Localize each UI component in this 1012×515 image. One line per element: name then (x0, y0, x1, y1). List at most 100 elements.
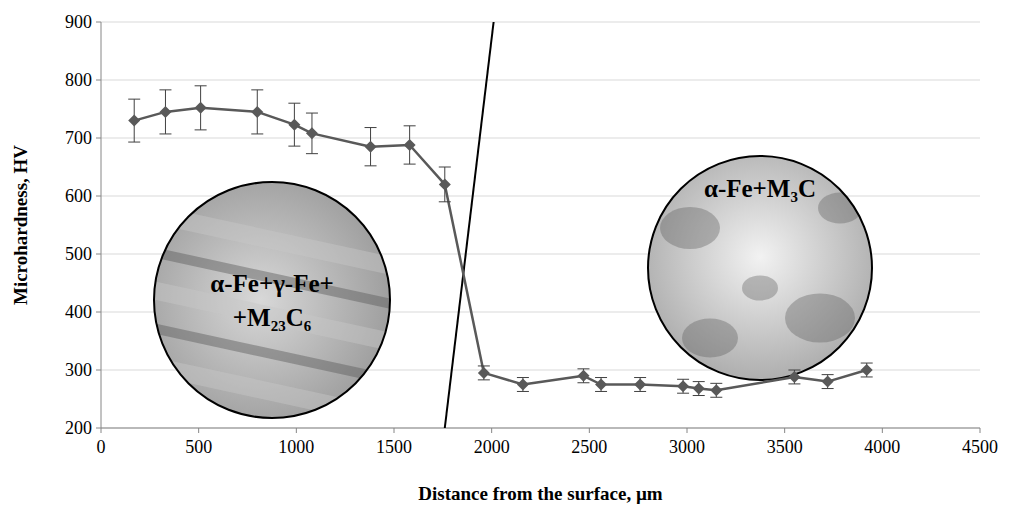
y-tick (96, 312, 101, 313)
grid-line (101, 428, 980, 429)
x-tick (589, 428, 590, 433)
x-tick-label: 2000 (474, 437, 510, 457)
error-bar (404, 126, 416, 164)
x-tick (784, 428, 785, 433)
x-tick-label: 3500 (767, 437, 803, 457)
error-bar (478, 366, 490, 380)
inset-border (154, 182, 390, 418)
data-point (822, 376, 834, 388)
grid-line (101, 138, 980, 139)
data-point (693, 383, 705, 395)
x-tick-label: 0 (97, 437, 106, 457)
y-tick-label: 600 (65, 186, 92, 206)
x-tick (491, 428, 492, 433)
x-tick (980, 428, 981, 433)
x-tick (198, 428, 199, 433)
error-bar (822, 375, 834, 389)
data-point (128, 115, 140, 127)
data-point (788, 371, 800, 383)
y-tick (96, 254, 101, 255)
chart: 200 300 400 500 600 700 800 900 0 500 1000 1500 2000… (0, 0, 1012, 515)
error-bar (517, 378, 529, 392)
data-point (710, 384, 722, 396)
error-bar (195, 86, 207, 130)
data-point (517, 379, 529, 391)
inset-background (648, 156, 872, 380)
inset-label: α-Fe+γ-Fe+ (210, 270, 334, 297)
x-axis (101, 428, 980, 429)
inset-label: α-Fe+M₃C (704, 175, 816, 202)
x-tick-label: 1500 (376, 437, 412, 457)
y-tick-label: 800 (65, 70, 92, 90)
data-point (595, 379, 607, 391)
data-point (478, 367, 490, 379)
data-point (634, 379, 646, 391)
y-tick (96, 80, 101, 81)
error-bar (128, 99, 140, 142)
micrograph-inset: α-Fe+M₃C (648, 156, 872, 380)
error-bar (677, 379, 689, 393)
y-tick-label: 500 (65, 244, 92, 264)
grid-line (101, 22, 980, 23)
error-bar (788, 370, 800, 384)
x-tick (101, 428, 102, 433)
data-point (861, 364, 873, 376)
error-bar (577, 369, 589, 383)
x-tick-label: 3000 (669, 437, 705, 457)
texture-band (134, 362, 410, 422)
inset-texture (134, 210, 410, 460)
micrograph-inset: α-Fe+γ-Fe+ +M₂₃C₆ (134, 182, 410, 460)
x-tick-label: 1000 (278, 437, 314, 457)
data-point (365, 141, 377, 153)
y-tick (96, 370, 101, 371)
error-bar (595, 378, 607, 392)
x-tick (882, 428, 883, 433)
y-axis-title: Microhardness, HV (10, 145, 31, 305)
error-bar (365, 128, 377, 166)
texture-band (134, 400, 410, 460)
y-tick-label: 300 (65, 360, 92, 380)
x-tick (296, 428, 297, 433)
texture-blob (742, 275, 778, 300)
error-bar (288, 103, 300, 146)
data-point (577, 370, 589, 382)
y-tick-label: 200 (65, 418, 92, 438)
data-point (251, 106, 263, 118)
error-bar (251, 90, 263, 134)
data-point (288, 119, 300, 131)
y-axis (101, 22, 102, 428)
y-tick-label: 400 (65, 302, 92, 322)
texture-blob (682, 318, 738, 357)
data-line (134, 108, 867, 390)
error-bar (634, 378, 646, 392)
error-bar (861, 363, 873, 377)
inset-border (648, 156, 872, 380)
error-bar (439, 167, 451, 202)
x-tick-label: 500 (185, 437, 212, 457)
y-tick-label: 700 (65, 128, 92, 148)
error-bar (710, 383, 722, 397)
y-tick (96, 138, 101, 139)
plot-data (128, 22, 873, 428)
grid-line (101, 80, 980, 81)
data-point (677, 380, 689, 392)
data-point (439, 178, 451, 190)
y-tick-label: 900 (65, 12, 92, 32)
inset-texture (660, 193, 862, 358)
data-point (306, 127, 318, 139)
x-tick-label: 4500 (962, 437, 998, 457)
data-point (195, 102, 207, 114)
x-axis-title: Distance from the surface, µm (418, 483, 663, 504)
inset-label: +M₂₃C₆ (233, 304, 312, 331)
x-tick (394, 428, 395, 433)
y-tick (96, 196, 101, 197)
error-bar (159, 90, 171, 134)
texture-blob (660, 207, 720, 249)
data-point (404, 139, 416, 151)
texture-blob (785, 294, 855, 343)
error-bar (306, 113, 318, 154)
texture-band (134, 324, 410, 384)
error-bar (693, 382, 705, 396)
data-point (159, 106, 171, 118)
x-tick-label: 2500 (571, 437, 607, 457)
